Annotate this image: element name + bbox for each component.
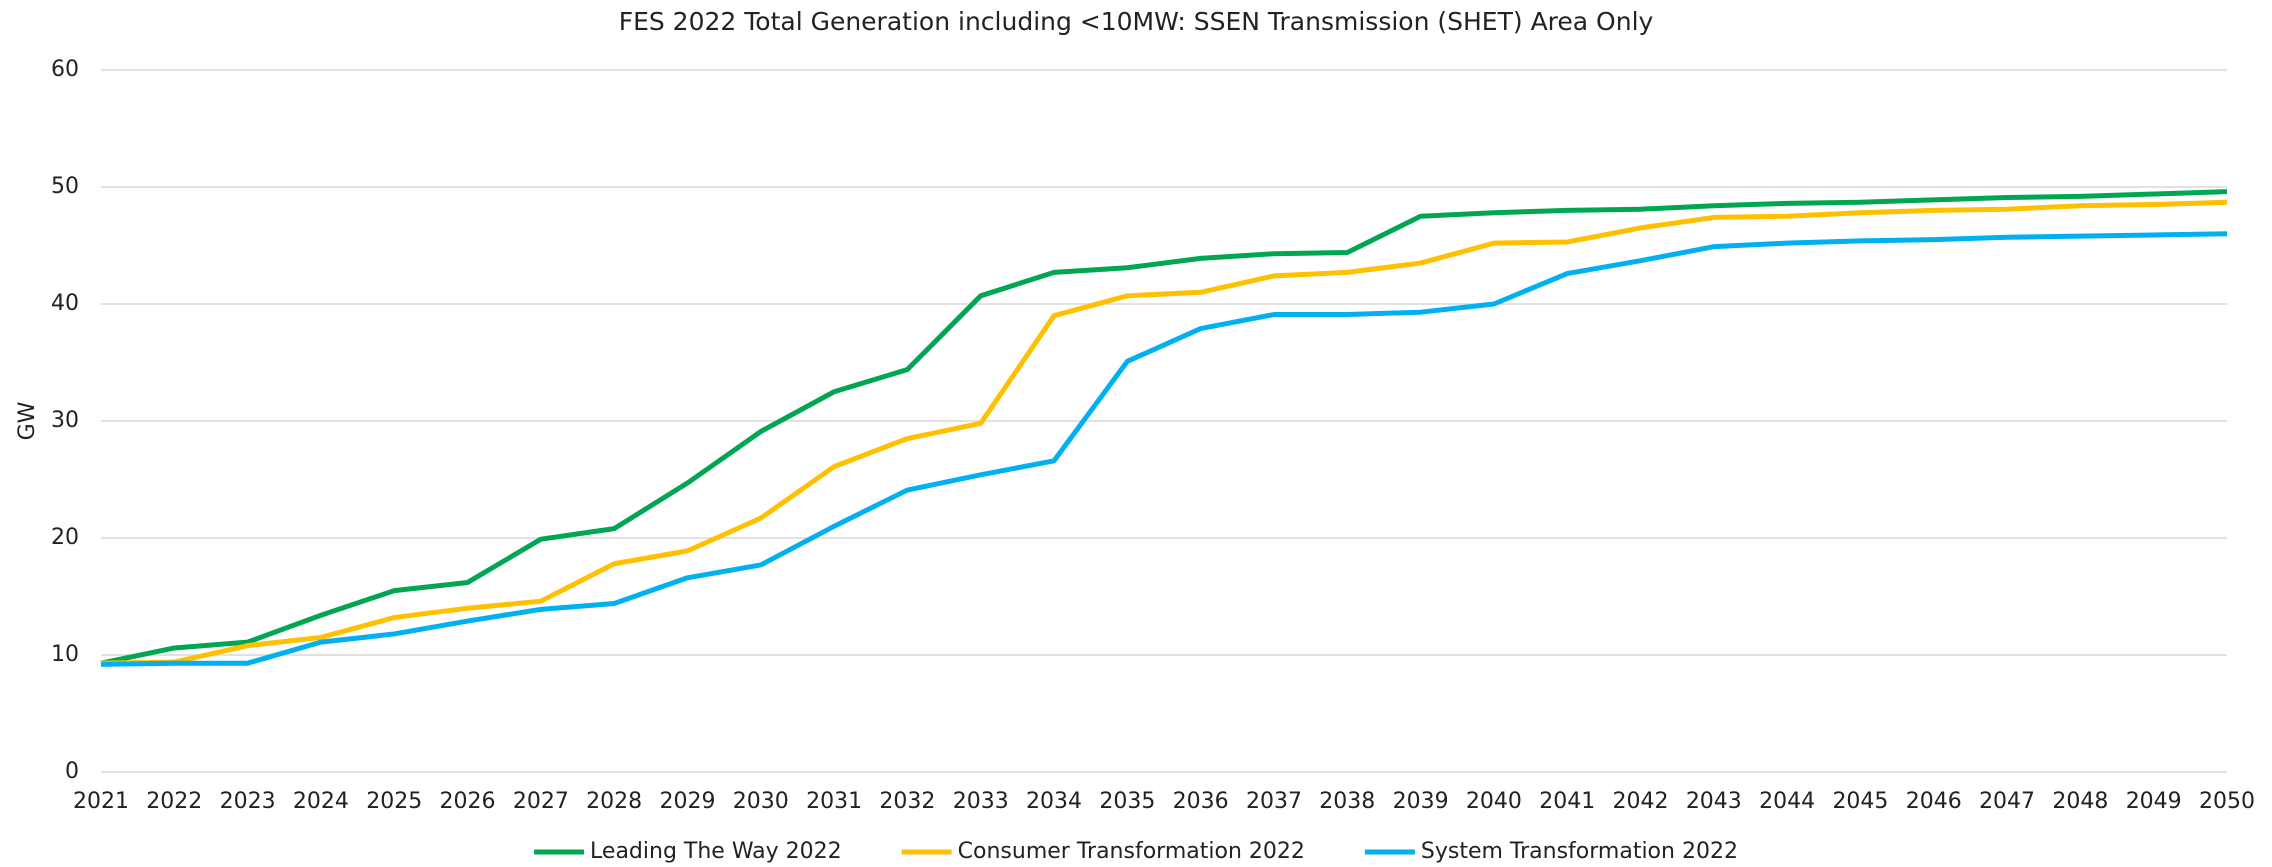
x-tick-label: 2033 (953, 789, 1009, 814)
legend-label: System Transformation 2022 (1421, 839, 1738, 864)
x-tick-label: 2045 (1832, 789, 1888, 814)
x-tick-label: 2027 (513, 789, 569, 814)
series-line (100, 189, 2228, 666)
legend-label: Consumer Transformation 2022 (958, 839, 1305, 864)
chart-title: FES 2022 Total Generation including <10M… (619, 7, 1654, 36)
x-tick-label: 2029 (659, 789, 715, 814)
y-axis-label: GW (15, 401, 40, 440)
x-tick-label: 2041 (1539, 789, 1595, 814)
y-tick-label: 50 (51, 174, 79, 199)
y-tick-label: 30 (51, 408, 79, 433)
x-tick-label: 2030 (733, 789, 789, 814)
x-tick-label: 2038 (1319, 789, 1375, 814)
legend-label: Leading The Way 2022 (590, 839, 842, 864)
x-tick-label: 2046 (1906, 789, 1962, 814)
x-tick-label: 2050 (2199, 789, 2255, 814)
x-tick-label: 2021 (73, 789, 129, 814)
x-tick-label: 2048 (2052, 789, 2108, 814)
x-tick-label: 2025 (366, 789, 422, 814)
x-tick-label: 2043 (1686, 789, 1742, 814)
x-tick-label: 2042 (1613, 789, 1669, 814)
x-tick-label: 2028 (586, 789, 642, 814)
series-line (100, 199, 2228, 666)
x-tick-label: 2034 (1026, 789, 1082, 814)
x-tick-label: 2031 (806, 789, 862, 814)
x-tick-label: 2037 (1246, 789, 1302, 814)
x-tick-label: 2022 (146, 789, 202, 814)
x-tick-label: 2036 (1173, 789, 1229, 814)
x-tick-label: 2032 (879, 789, 935, 814)
y-tick-label: 40 (51, 291, 79, 316)
x-tick-label: 2040 (1466, 789, 1522, 814)
y-tick-label: 60 (51, 57, 79, 82)
x-tick-label: 2049 (2126, 789, 2182, 814)
y-tick-label: 10 (51, 642, 79, 667)
x-tick-label: 2024 (293, 789, 349, 814)
x-tick-label: 2026 (440, 789, 496, 814)
x-tick-label: 2023 (220, 789, 276, 814)
series-line (100, 231, 2228, 667)
y-tick-label: 0 (65, 759, 79, 784)
x-tick-label: 2047 (1979, 789, 2035, 814)
y-tick-label: 20 (51, 525, 79, 550)
x-tick-label: 2039 (1393, 789, 1449, 814)
x-tick-label: 2044 (1759, 789, 1815, 814)
x-tick-label: 2035 (1099, 789, 1155, 814)
